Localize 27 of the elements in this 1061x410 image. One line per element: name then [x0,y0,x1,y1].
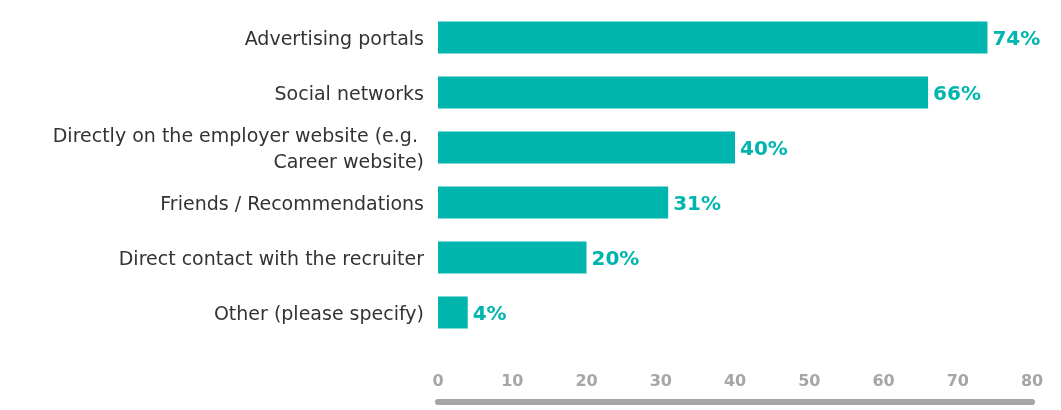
y-tick-label: Friends / Recommendations [160,191,424,214]
x-tick-label: 70 [946,370,969,390]
data-label: 40% [740,135,788,160]
y-tick-label: Other (please specify) [213,301,424,324]
x-tick-label: 40 [723,370,747,390]
x-tick-label: 20 [575,370,598,390]
bar [438,131,735,164]
x-tick-label: 80 [1020,370,1044,390]
bar [438,21,988,54]
data-label: 74% [992,25,1041,50]
bar [438,296,468,329]
y-tick-label: Directly on the employer website (e.g. Career website) [52,123,424,172]
bar [438,241,587,274]
y-tick-label: Social networks [274,81,424,104]
x-tick-label: 30 [649,370,672,390]
data-label: 4% [472,300,507,325]
bar [438,186,669,219]
y-tick-label: Direct contact with the recruiter [118,246,425,269]
data-label: 66% [933,80,981,105]
data-label: 20% [591,245,640,270]
x-tick-label: 60 [872,370,895,390]
x-tick-label: 50 [798,370,821,390]
bar [438,76,929,109]
x-tick-label: 0 [432,370,444,390]
x-tick-label: 10 [501,370,524,390]
data-label: 31% [673,190,722,215]
y-tick-label: Advertising portals [244,26,424,49]
